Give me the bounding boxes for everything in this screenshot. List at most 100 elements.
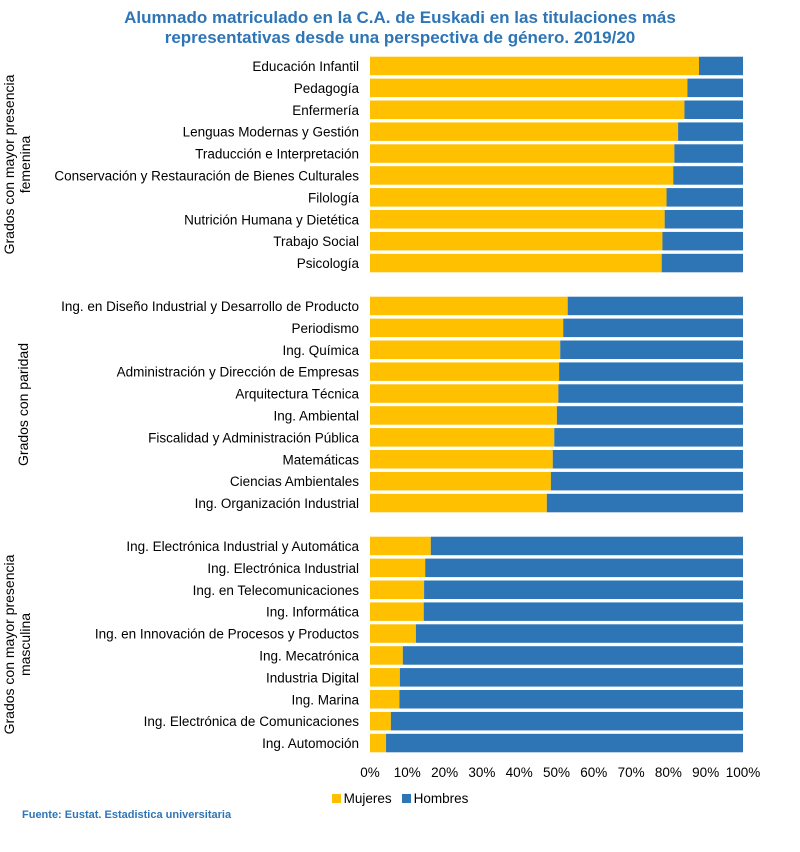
x-tick-label: 50%: [543, 765, 570, 780]
category-label: Ing. Automoción: [262, 736, 359, 751]
source-note: Fuente: Eustat. Estadistica universitari…: [22, 809, 232, 821]
bar-mujeres: [370, 100, 685, 119]
bar-mujeres: [370, 144, 675, 163]
chart-title: Alumnado matriculado en la C.A. de Euska…: [0, 8, 800, 48]
bar-mujeres: [370, 78, 688, 98]
category-label: Fiscalidad y Administración Pública: [148, 430, 359, 445]
bar-mujeres: [370, 231, 663, 251]
legend-swatch-mujeres: [331, 794, 341, 803]
x-tick-label: 90%: [692, 765, 719, 780]
category-label: Ing. Informática: [266, 605, 360, 620]
x-tick-label: 60%: [580, 765, 607, 780]
category-label: Ing. en Diseño Industrial y Desarrollo d…: [61, 299, 359, 314]
bar-mujeres: [370, 188, 667, 207]
group-label-line: Grados con mayor presencia: [1, 74, 17, 254]
bar-hombres: [666, 188, 743, 207]
bar-mujeres: [370, 471, 551, 491]
category-label: Ing. Electrónica Industrial y Automática: [126, 539, 359, 554]
category-label: Educación Infantil: [252, 59, 359, 74]
bar-hombres: [399, 690, 743, 709]
legend-label-mujeres: Mujeres: [343, 791, 392, 806]
bar-mujeres: [370, 733, 387, 753]
bar-mujeres: [370, 668, 400, 687]
bar-mujeres: [370, 580, 425, 599]
bar-hombres: [386, 733, 743, 753]
bar-mujeres: [370, 56, 699, 76]
bar-hombres: [673, 166, 743, 185]
category-label: Conservación y Restauración de Bienes Cu…: [54, 168, 359, 183]
category-label: Psicología: [297, 256, 360, 271]
bar-mujeres: [370, 384, 559, 403]
category-label: Periodismo: [291, 321, 359, 336]
category-label: Ing. Organización Industrial: [195, 496, 359, 511]
bar-mujeres: [370, 428, 555, 447]
x-tick-label: 10%: [394, 765, 421, 780]
x-tick-label: 70%: [618, 765, 645, 780]
group-label: Grados con mayor presenciafemenina: [1, 74, 33, 254]
bar-hombres: [567, 296, 743, 316]
x-tick-label: 0%: [360, 765, 380, 780]
category-label: Ing. Mecatrónica: [259, 648, 359, 663]
category-label: Ing. Química: [282, 343, 359, 358]
bar-mujeres: [370, 493, 547, 513]
legend: Mujeres Hombres: [0, 791, 800, 806]
bar-mujeres: [370, 210, 665, 229]
bar-mujeres: [370, 602, 424, 621]
x-tick-label: 80%: [655, 765, 682, 780]
x-tick-label: 20%: [431, 765, 458, 780]
category-label: Ing. Electrónica Industrial: [207, 561, 359, 576]
bar-hombres: [415, 624, 743, 643]
category-label: Industria Digital: [266, 670, 359, 685]
bar-hombres: [430, 536, 743, 556]
legend-swatch-hombres: [401, 794, 411, 803]
bar-hombres: [559, 362, 743, 381]
bar-hombres: [425, 558, 743, 578]
chart-title-line-2: representativas desde una perspectiva de…: [164, 28, 636, 47]
bar-hombres: [678, 122, 743, 141]
category-label: Ing. Electrónica de Comunicaciones: [144, 714, 360, 729]
x-tick-label: 100%: [726, 765, 761, 780]
bar-hombres: [684, 100, 743, 119]
bar-mujeres: [370, 318, 564, 338]
bar-mujeres: [370, 122, 679, 141]
bar-mujeres: [370, 536, 431, 556]
category-label: Administración y Dirección de Empresas: [117, 365, 360, 380]
group-label-line: Grados con paridad: [15, 343, 31, 466]
bar-hombres: [550, 471, 743, 491]
category-label: Lenguas Modernas y Gestión: [183, 125, 359, 140]
bar-hombres: [423, 602, 743, 621]
category-label: Traducción e Interpretación: [195, 147, 359, 162]
category-label: Nutrición Humana y Dietética: [184, 212, 359, 227]
legend-item-mujeres: Mujeres: [331, 791, 392, 806]
group-label: Grados con mayor presenciamasculina: [1, 554, 33, 734]
bar-hombres: [563, 318, 743, 338]
group-label-line: femenina: [17, 135, 33, 193]
bar-hombres: [552, 450, 743, 469]
group-label-line: masculina: [17, 613, 33, 676]
legend-item-hombres: Hombres: [401, 791, 469, 806]
legend-label-hombres: Hombres: [413, 791, 469, 806]
bar-mujeres: [370, 711, 391, 731]
category-label: Ciencias Ambientales: [230, 474, 359, 489]
bar-hombres: [558, 384, 743, 403]
category-label: Filología: [308, 190, 360, 205]
category-label: Trabajo Social: [273, 234, 359, 249]
x-tick-label: 30%: [468, 765, 495, 780]
bar-mujeres: [370, 253, 662, 273]
bar-hombres: [674, 144, 743, 163]
bar-hombres: [546, 493, 743, 513]
category-label: Arquitectura Técnica: [235, 387, 359, 402]
category-label: Ing. Ambiental: [273, 408, 359, 423]
category-label: Enfermería: [292, 103, 359, 118]
group-label-line: Grados con mayor presencia: [1, 554, 17, 734]
bar-mujeres: [370, 558, 426, 578]
bar-hombres: [664, 210, 743, 229]
bar-mujeres: [370, 296, 568, 316]
bar-hombres: [698, 56, 743, 76]
bar-hombres: [399, 668, 743, 687]
bar-hombres: [687, 78, 743, 98]
bar-mujeres: [370, 406, 557, 425]
group-label: Grados con paridad: [15, 343, 31, 466]
category-label: Pedagogía: [294, 81, 360, 96]
